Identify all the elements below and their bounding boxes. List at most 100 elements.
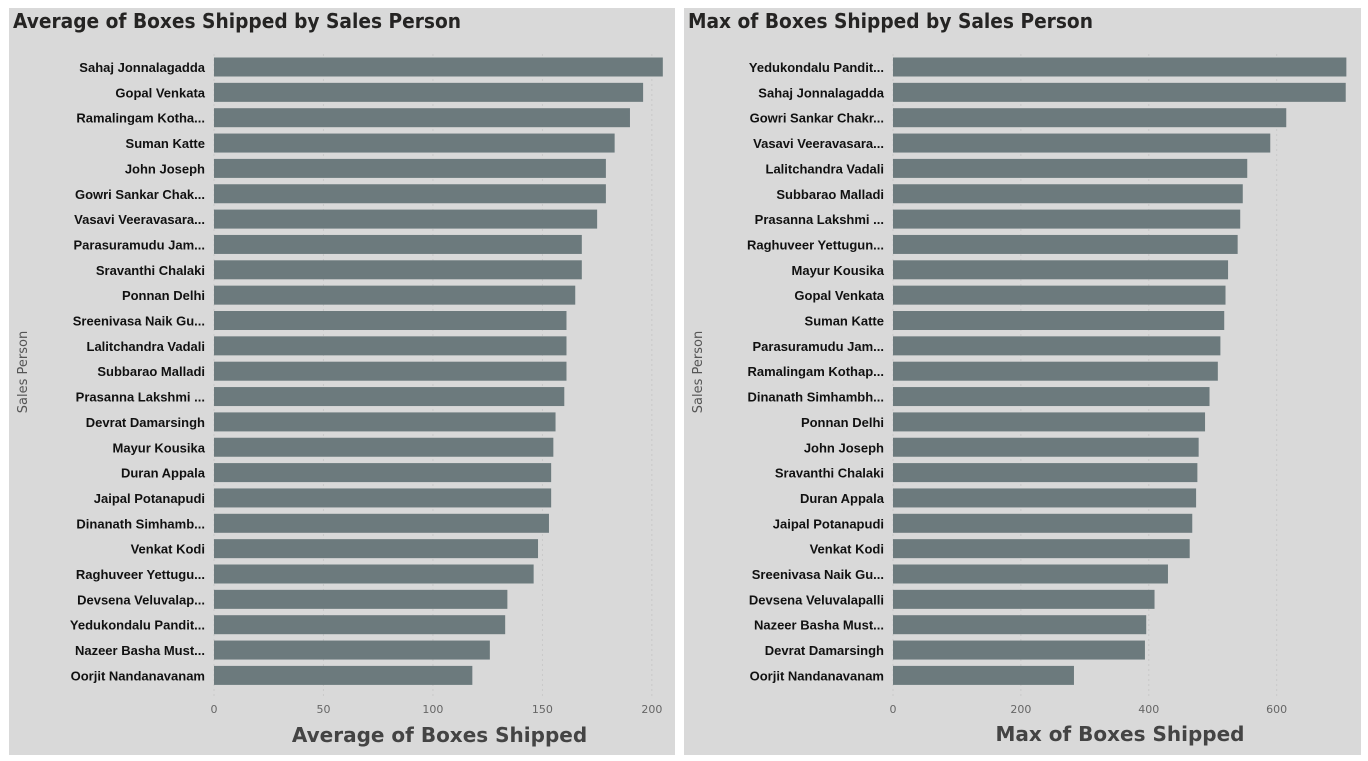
- bar: [893, 387, 1210, 407]
- bar: [893, 133, 1271, 153]
- category-label: Suman Katte: [805, 314, 884, 329]
- x-axis-title: Max of Boxes Shipped: [996, 722, 1245, 746]
- category-label: Nazeer Basha Must...: [75, 643, 205, 658]
- average-boxes-bar-chart: 0 50 100 150 200 Sahaj Jonnalagadda Gopal Venk…: [16, 54, 663, 747]
- bar: [893, 589, 1155, 609]
- x-tick-label: 0: [211, 703, 218, 716]
- bar: [214, 615, 506, 635]
- category-label: Devsena Veluvalap...: [77, 592, 205, 607]
- max-boxes-bar-chart: 0 200 400 600 Yedukondalu Pandit... Sahaj Jon…: [691, 54, 1347, 746]
- bar: [214, 412, 556, 432]
- x-axis-title: Average of Boxes Shipped: [292, 723, 587, 747]
- max-boxes-chart-panel: Max of Boxes Shipped by Sales Person 0 20…: [684, 8, 1361, 755]
- bar: [214, 108, 630, 128]
- category-label: Oorjit Nandanavanam: [750, 668, 884, 683]
- category-label: Gopal Venkata: [115, 85, 205, 100]
- category-label: Sreenivasa Naik Gu...: [73, 314, 205, 329]
- category-label: Venkat Kodi: [810, 542, 884, 557]
- bar: [893, 640, 1145, 660]
- x-tick-label: 0: [890, 703, 897, 716]
- category-label: Subbarao Malladi: [776, 187, 884, 202]
- bar: [893, 463, 1198, 483]
- bar: [214, 260, 582, 280]
- bar: [893, 361, 1218, 381]
- y-axis-title: Sales Person: [16, 331, 31, 413]
- bar: [214, 361, 567, 381]
- category-label: Ponnan Delhi: [122, 288, 205, 303]
- category-label: Devrat Damarsingh: [86, 415, 205, 430]
- bar: [214, 437, 554, 457]
- bar: [893, 539, 1190, 559]
- x-tick-label: 200: [1010, 703, 1031, 716]
- category-label: Raghuveer Yettugun...: [747, 237, 884, 252]
- category-label: Vasavi Veeravasara...: [74, 212, 205, 227]
- category-label: Lalitchandra Vadali: [766, 161, 885, 176]
- category-label: Prasanna Lakshmi ...: [76, 390, 205, 405]
- category-label: Devsena Veluvalapalli: [749, 592, 884, 607]
- category-label: Ponnan Delhi: [801, 415, 884, 430]
- category-label: Gowri Sankar Chakr...: [750, 111, 884, 126]
- bar: [893, 285, 1226, 305]
- bar: [893, 488, 1197, 508]
- category-label: Parasuramudu Jam...: [753, 339, 885, 354]
- category-label: Duran Appala: [121, 466, 206, 481]
- category-label: Duran Appala: [800, 491, 885, 506]
- bar: [214, 82, 644, 102]
- category-label: John Joseph: [804, 440, 884, 455]
- category-label: Raghuveer Yettugu...: [76, 567, 205, 582]
- category-label: Sreenivasa Naik Gu...: [752, 567, 884, 582]
- bar: [214, 209, 598, 229]
- x-tick-label: 600: [1266, 703, 1287, 716]
- x-tick-label: 100: [422, 703, 443, 716]
- bar: [214, 463, 552, 483]
- bar: [214, 311, 567, 330]
- category-label: Sahaj Jonnalagadda: [79, 60, 205, 75]
- category-label: Subbarao Malladi: [97, 364, 205, 379]
- category-label: Oorjit Nandanavanam: [71, 668, 205, 683]
- bar: [893, 234, 1238, 254]
- bar: [214, 285, 576, 305]
- category-label: Mayur Kousika: [792, 263, 885, 278]
- category-label: Devrat Damarsingh: [765, 643, 884, 658]
- x-tick-label: 400: [1138, 703, 1159, 716]
- category-label: Yedukondalu Pandit...: [749, 60, 884, 75]
- category-label: Nazeer Basha Must...: [754, 618, 884, 633]
- bar: [893, 311, 1225, 330]
- bar: [893, 564, 1168, 584]
- category-label: Sravanthi Chalaki: [775, 466, 884, 481]
- bar: [214, 158, 606, 178]
- bar: [893, 615, 1147, 635]
- category-label: Lalitchandra Vadali: [87, 339, 206, 354]
- bar: [214, 57, 663, 77]
- bar: [214, 539, 539, 559]
- bar: [893, 57, 1347, 77]
- x-tick-label: 150: [532, 703, 553, 716]
- category-label: Vasavi Veeravasara...: [753, 136, 884, 151]
- category-label: Parasuramudu Jam...: [74, 237, 206, 252]
- bar: [893, 513, 1193, 533]
- category-label: Suman Katte: [126, 136, 205, 151]
- bar: [893, 209, 1241, 229]
- y-axis-title: Sales Person: [691, 331, 706, 413]
- category-label: Venkat Kodi: [131, 542, 205, 557]
- category-label: Yedukondalu Pandit...: [70, 618, 205, 633]
- bar: [893, 82, 1346, 102]
- bar: [893, 158, 1248, 178]
- category-label: Sravanthi Chalaki: [96, 263, 205, 278]
- category-label: Jaipal Potanapudi: [773, 516, 884, 531]
- category-label: Gopal Venkata: [794, 288, 884, 303]
- bar: [214, 513, 549, 533]
- bar: [214, 640, 490, 660]
- category-label: Prasanna Lakshmi ...: [755, 212, 884, 227]
- bar: [214, 234, 582, 254]
- bar: [214, 133, 615, 153]
- bar: [214, 488, 552, 508]
- bar: [214, 564, 534, 584]
- chart-title: Average of Boxes Shipped by Sales Person: [13, 9, 462, 33]
- chart-title: Max of Boxes Shipped by Sales Person: [688, 9, 1093, 33]
- x-tick-label: 50: [316, 703, 330, 716]
- bar: [214, 589, 508, 609]
- bar: [893, 108, 1287, 128]
- x-tick-label: 200: [641, 703, 662, 716]
- bar: [214, 336, 567, 356]
